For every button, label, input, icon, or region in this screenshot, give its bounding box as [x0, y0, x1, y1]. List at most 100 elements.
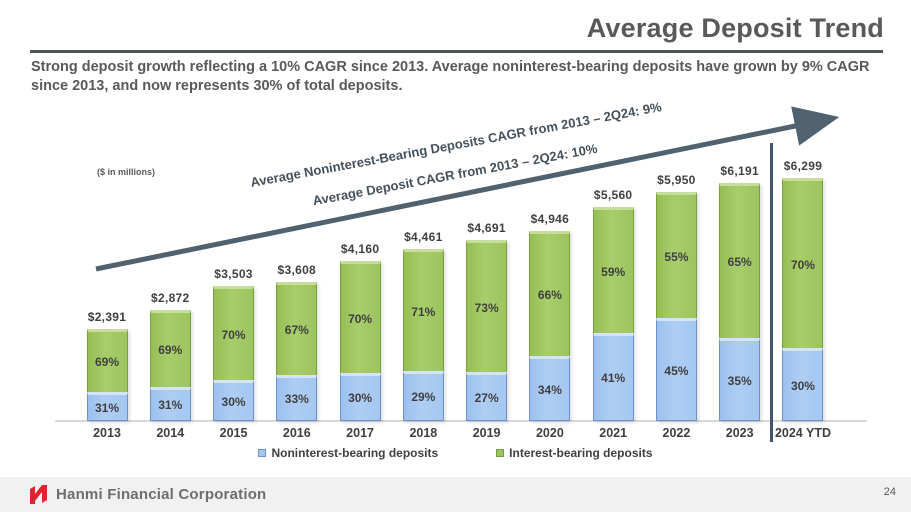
interest-bearing-segment: 73%	[466, 240, 508, 372]
total-value-label: $4,946	[530, 212, 570, 226]
bar-group: 55% 45%	[655, 192, 697, 421]
x-axis-label: 2021	[599, 426, 628, 440]
bar-group: 69% 31%	[86, 329, 128, 421]
noninterest-percent-label: 30%	[348, 391, 373, 405]
legend-swatch-noninterest-icon	[258, 449, 267, 457]
legend: Noninterest-bearing deposits Interest-be…	[0, 446, 911, 460]
noninterest-percent-label: 41%	[601, 371, 626, 385]
noninterest-percent-label: 34%	[537, 382, 562, 397]
footer: Hanmi Financial Corporation 24	[0, 477, 911, 512]
total-value-label: $5,560	[593, 188, 633, 202]
x-axis-label: 2020	[535, 426, 564, 440]
bar-group: 73% 27%	[466, 240, 508, 421]
total-value-label: $6,299	[783, 159, 823, 173]
hanmi-logo-icon	[30, 485, 47, 504]
interest-percent-label: 59%	[601, 264, 626, 279]
bar-group: 70% 30%	[339, 261, 381, 421]
footer-brand: Hanmi Financial Corporation	[28, 483, 266, 505]
page-number: 24	[883, 486, 896, 498]
noninterest-bearing-segment: 31%	[149, 387, 191, 421]
interest-bearing-segment: 71%	[402, 249, 444, 371]
interest-percent-label: 70%	[221, 327, 246, 342]
legend-swatch-interest-icon	[496, 449, 505, 457]
legend-item-noninterest: Noninterest-bearing deposits	[258, 446, 438, 460]
interest-bearing-segment: 70%	[782, 178, 824, 348]
x-axis-label: 2013	[93, 426, 121, 440]
slide-subtitle: Strong deposit growth reflecting a 10% C…	[31, 59, 870, 94]
noninterest-bearing-segment: 41%	[592, 333, 634, 421]
x-axis-label: 2016	[282, 426, 311, 440]
noninterest-bearing-segment: 29%	[402, 371, 444, 421]
total-value-label: $2,391	[87, 310, 127, 324]
noninterest-percent-label: 31%	[158, 398, 183, 412]
interest-bearing-segment: 65%	[719, 183, 761, 338]
bar-group: 71% 29%	[402, 249, 444, 421]
x-axis-label: 2019	[472, 426, 501, 440]
noninterest-percent-label: 30%	[221, 394, 246, 409]
total-value-label: $3,503	[214, 267, 253, 281]
interest-bearing-segment: 59%	[592, 207, 634, 333]
interest-percent-label: 55%	[664, 249, 689, 264]
total-value-label: $5,950	[657, 173, 696, 187]
bar-group: 70% 30%	[213, 286, 255, 421]
interest-bearing-segment: 70%	[213, 286, 255, 380]
x-axis-label: 2022	[662, 426, 691, 440]
total-value-label: $4,691	[467, 221, 506, 235]
title-divider	[30, 50, 883, 53]
interest-percent-label: 69%	[94, 355, 120, 369]
noninterest-bearing-segment: 35%	[719, 338, 761, 421]
noninterest-percent-label: 27%	[474, 390, 499, 405]
legend-label-noninterest: Noninterest-bearing deposits	[271, 446, 439, 460]
interest-bearing-segment: 66%	[529, 231, 571, 356]
x-axis-label: 2024 YTD	[774, 426, 831, 440]
bar-group: 69% 31%	[149, 310, 191, 421]
legend-item-interest: Interest-bearing deposits	[496, 446, 653, 460]
x-axis-label: 2018	[409, 426, 438, 440]
noninterest-bearing-segment: 31%	[86, 392, 128, 421]
total-value-label: $3,608	[277, 263, 317, 277]
bar-group: 70% 30%	[782, 178, 824, 421]
ytd-separator	[770, 143, 773, 442]
noninterest-bearing-segment: 27%	[466, 372, 508, 421]
bar-group: 67% 33%	[276, 282, 318, 421]
interest-percent-label: 67%	[284, 323, 309, 337]
interest-bearing-segment: 55%	[655, 192, 697, 318]
noninterest-percent-label: 35%	[727, 373, 752, 388]
noninterest-bearing-segment: 33%	[276, 375, 318, 421]
x-axis-line	[55, 420, 867, 422]
bar-group: 65% 35%	[719, 183, 761, 421]
interest-bearing-segment: 69%	[149, 310, 191, 387]
noninterest-bearing-segment: 30%	[782, 348, 824, 421]
noninterest-percent-label: 29%	[411, 390, 436, 404]
noninterest-bearing-segment: 30%	[213, 380, 255, 421]
noninterest-percent-label: 33%	[284, 392, 309, 406]
interest-percent-label: 71%	[411, 304, 436, 319]
interest-percent-label: 73%	[474, 300, 499, 315]
noninterest-bearing-segment: 45%	[655, 318, 697, 421]
interest-percent-label: 70%	[790, 257, 815, 272]
interest-percent-label: 65%	[727, 255, 752, 269]
legend-label-interest: Interest-bearing deposits	[509, 446, 653, 460]
interest-percent-label: 70%	[348, 311, 373, 326]
interest-percent-label: 66%	[537, 288, 562, 302]
interest-percent-label: 69%	[158, 343, 183, 357]
interest-bearing-segment: 70%	[339, 261, 381, 373]
total-value-label: $4,160	[340, 242, 380, 256]
total-value-label: $6,191	[720, 164, 759, 178]
noninterest-percent-label: 30%	[790, 378, 815, 393]
x-axis-label: 2023	[725, 426, 754, 440]
units-label: ($ in millions)	[97, 167, 156, 177]
interest-bearing-segment: 67%	[276, 282, 318, 375]
noninterest-percent-label: 45%	[664, 363, 689, 378]
interest-bearing-segment: 69%	[86, 329, 128, 392]
bar-group: 66% 34%	[529, 231, 571, 421]
total-value-label: $2,872	[151, 291, 190, 305]
x-axis-label: 2017	[346, 426, 374, 440]
company-name: Hanmi Financial Corporation	[56, 485, 267, 503]
x-axis-label: 2015	[219, 426, 248, 440]
total-value-label: $4,461	[404, 230, 443, 244]
bar-group: 59% 41%	[592, 207, 634, 421]
noninterest-bearing-segment: 30%	[339, 373, 381, 421]
